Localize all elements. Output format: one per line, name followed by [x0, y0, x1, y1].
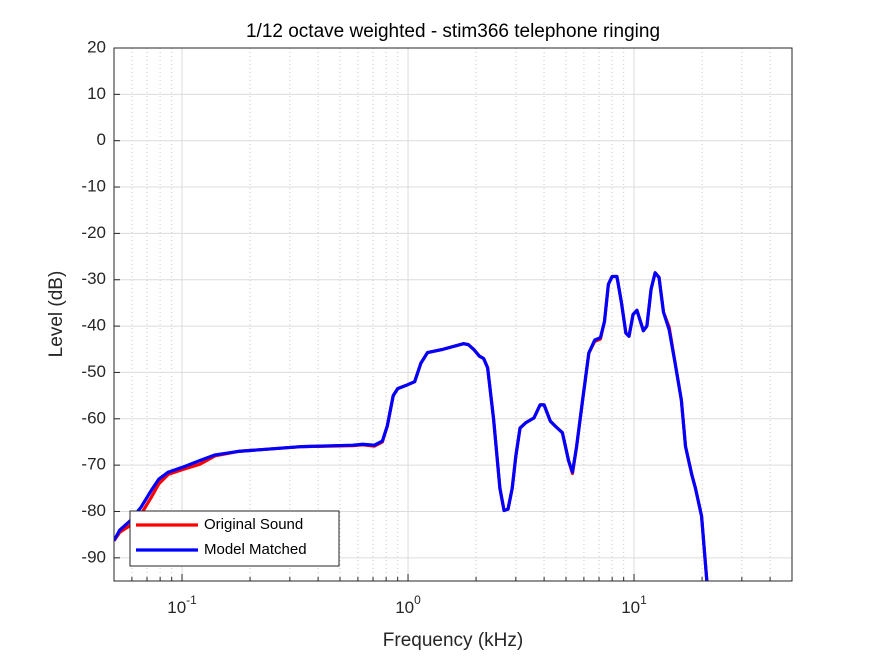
- x-tick-label: 100: [395, 593, 421, 617]
- legend-label: Model Matched: [204, 541, 307, 558]
- plot-area: [114, 48, 792, 581]
- y-tick-label: -40: [81, 316, 106, 335]
- chart-title: 1/12 octave weighted - stim366 telephone…: [246, 21, 660, 42]
- x-axis-label: Frequency (kHz): [383, 630, 523, 651]
- y-tick-label: -20: [81, 223, 106, 242]
- legend-label: Original Sound: [204, 516, 303, 533]
- x-tick-label: 101: [621, 593, 647, 617]
- y-tick-label: -10: [81, 177, 106, 196]
- y-tick-label: -90: [81, 547, 106, 566]
- legend-box: [129, 510, 340, 567]
- y-tick-label: 0: [97, 130, 106, 149]
- data-line: [114, 271, 709, 581]
- y-tick-label: -80: [81, 501, 106, 520]
- x-tick-label: 10-1: [167, 593, 197, 617]
- y-tick-label: -50: [81, 362, 106, 381]
- y-axis-label: Level (dB): [46, 271, 67, 358]
- axes-box: [113, 47, 793, 582]
- y-tick-label: -70: [81, 455, 106, 474]
- y-tick-label: 20: [87, 37, 106, 56]
- y-tick-label: -30: [81, 269, 106, 288]
- y-tick-label: 10: [87, 84, 106, 103]
- y-tick-label: -60: [81, 408, 106, 427]
